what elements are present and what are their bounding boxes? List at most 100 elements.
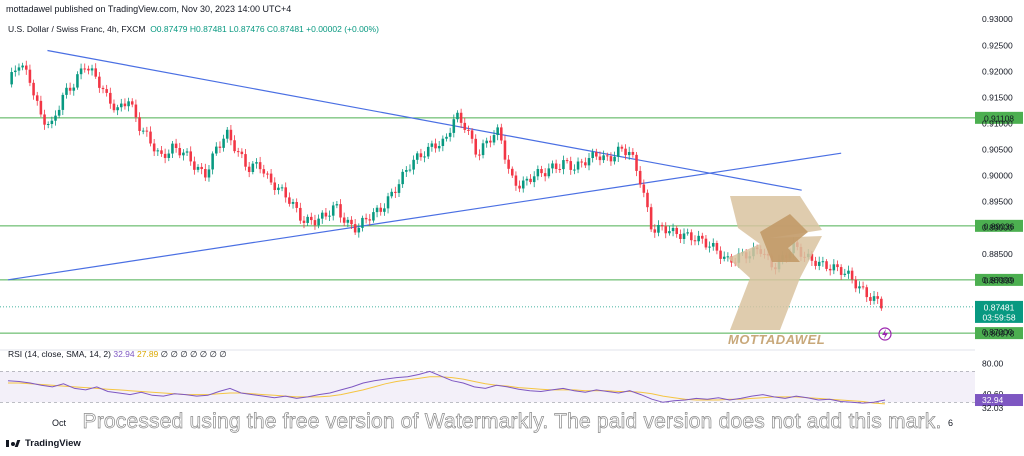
candle-body (233, 140, 236, 152)
candle-body (65, 87, 68, 95)
rsi-axis-label: 32.03 (982, 403, 1004, 413)
candle-body (379, 207, 383, 212)
candle-body (529, 178, 532, 183)
candle-body (163, 153, 167, 158)
candle-body (310, 216, 313, 221)
candle-body (120, 103, 123, 108)
candle-body (576, 161, 580, 170)
rsi-value: 32.94 (113, 349, 135, 359)
level-label: 0.86978 (984, 329, 1015, 339)
candle-body (573, 169, 576, 171)
candle-body (434, 143, 437, 149)
candle-body (324, 212, 328, 217)
rsi-sma-line (8, 376, 886, 405)
candle-body (39, 100, 43, 115)
price-axis-label: 0.89500 (982, 197, 1013, 207)
candle-body (587, 158, 591, 166)
candle-body (207, 169, 211, 178)
candle-body (613, 156, 616, 162)
candle-body (101, 87, 105, 90)
candle-body (876, 296, 879, 299)
symbol-name[interactable]: U.S. Dollar / Swiss Franc, 4h, FXCM (8, 24, 146, 34)
candle-body (339, 204, 342, 218)
candle-body (280, 187, 284, 189)
candle-body (638, 170, 642, 185)
rsi-axis-label: 32.94 (982, 395, 1004, 405)
candle-body (353, 224, 357, 233)
candle-body (277, 187, 280, 191)
candle-body (215, 146, 218, 154)
candle-body (492, 135, 496, 143)
candle-body (306, 216, 309, 223)
candle-body (817, 261, 821, 266)
candle-body (437, 145, 441, 149)
candle-body (394, 191, 397, 193)
candle-body (401, 171, 404, 185)
candle-body (485, 140, 488, 144)
candle-body (503, 140, 507, 160)
publish-header: mottadawel published on TradingView.com,… (6, 4, 292, 14)
candle-body (90, 68, 94, 71)
level-label: 0.87999 (984, 275, 1015, 285)
candle-body (646, 192, 649, 208)
candle-body (580, 161, 583, 163)
candle-body (847, 270, 850, 274)
candle-body (708, 246, 711, 248)
candle-body (412, 159, 415, 170)
rsi-label[interactable]: RSI (14, close, SMA, 14, 2) (8, 349, 111, 359)
candle-body (865, 287, 869, 298)
candle-body (145, 130, 149, 132)
candle-body (558, 169, 562, 171)
candle-body (861, 286, 865, 288)
candle-body (452, 119, 456, 133)
trendline-descending (47, 49, 802, 191)
ohlc-values: O0.87479 H0.87481 L0.87476 C0.87481 +0.0… (150, 24, 379, 34)
candle-body (79, 68, 83, 75)
candle-body (562, 160, 565, 170)
candle-body (46, 123, 50, 125)
candle-body (624, 148, 627, 156)
candle-body (489, 140, 492, 143)
candle-body (595, 152, 598, 157)
candle-body (171, 143, 174, 154)
candle-body (704, 238, 708, 248)
candle-body (35, 95, 39, 101)
rsi-legend: RSI (14, close, SMA, 14, 2) 32.94 27.89 … (8, 349, 227, 360)
candle-body (408, 169, 412, 171)
candle-body (342, 217, 346, 223)
candle-body (266, 173, 269, 175)
trendline-ascending (7, 152, 842, 281)
candle-body (262, 169, 266, 174)
candle-body (141, 130, 145, 132)
candle-body (109, 92, 112, 104)
tradingview-logo[interactable]: TradingView (6, 438, 81, 449)
candle-body (189, 151, 192, 162)
candle-body (715, 242, 719, 251)
candle-body (635, 154, 638, 171)
candle-body (701, 235, 704, 239)
rsi-band (0, 371, 975, 403)
candle-body (609, 156, 613, 162)
candle-body (364, 217, 368, 220)
candle-body (825, 261, 828, 269)
candle-body (299, 207, 302, 221)
candle-body (204, 169, 207, 178)
candle-body (690, 232, 693, 241)
candle-body (510, 168, 514, 176)
candle-body (383, 208, 386, 212)
candle-body (218, 146, 222, 148)
candle-body (32, 82, 35, 96)
candle-body (372, 212, 375, 221)
candle-body (134, 104, 138, 118)
candle-body (474, 138, 478, 155)
candle-body (302, 220, 306, 223)
candle-body (532, 176, 536, 183)
candle-body (828, 268, 832, 271)
candle-body (726, 256, 730, 258)
candle-body (598, 156, 602, 161)
candle-body (357, 227, 361, 233)
candle-body (481, 143, 485, 156)
candle-body (620, 146, 624, 149)
candle-body (105, 89, 108, 93)
